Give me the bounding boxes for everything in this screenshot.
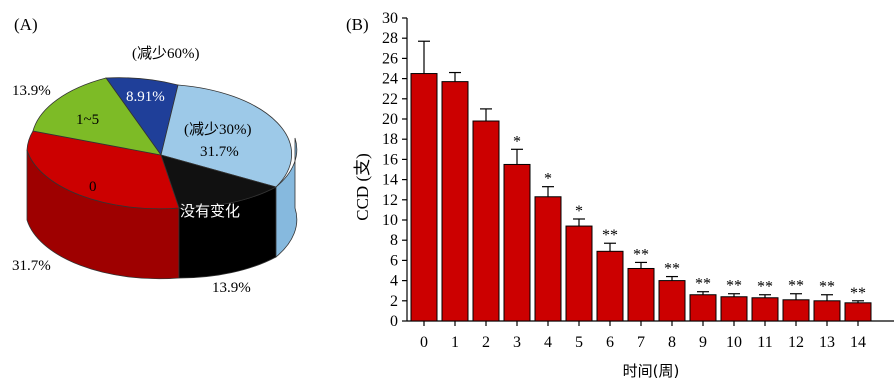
bar (596, 250, 624, 322)
pie-value-decrease-30: 31.7% (200, 144, 239, 160)
bar (720, 296, 748, 322)
bar (782, 299, 810, 322)
y-tick-label: 20 (382, 111, 398, 128)
panel-label-a: (A) (14, 15, 38, 34)
y-tick-label: 30 (382, 10, 398, 27)
y-tick-label: 18 (382, 131, 398, 148)
significance-marker: * (513, 133, 521, 150)
pie-label-zero: 0 (89, 179, 97, 195)
significance-marker: ** (633, 246, 649, 263)
x-tick-label: 13 (819, 334, 835, 351)
y-tick-label: 16 (382, 151, 398, 168)
bar (472, 120, 500, 322)
pie-slice-decrease-30 (160, 84, 293, 188)
y-tick-label: 14 (382, 172, 398, 189)
significance-marker: * (544, 171, 552, 188)
x-tick-label: 2 (482, 334, 490, 351)
x-axis-label: 时间(周) (623, 362, 680, 380)
significance-marker: ** (664, 261, 680, 278)
bar (534, 196, 562, 322)
x-tick-label: 14 (850, 334, 866, 351)
x-tick-label: 10 (726, 334, 742, 351)
bar (565, 225, 593, 322)
y-tick-label: 0 (390, 313, 398, 330)
bar (627, 267, 655, 322)
pie-value-decrease-60: 8.91% (126, 89, 165, 105)
pie-label-one-to-five: 1~5 (76, 112, 99, 128)
pie-side-wall-lightblue (275, 137, 298, 258)
y-tick-label: 8 (390, 232, 398, 249)
pie-label-no-change: 没有变化 (180, 202, 240, 220)
x-tick-label: 6 (606, 334, 614, 351)
x-tick-label: 4 (544, 334, 552, 351)
pie-value-zero: 31.7% (12, 258, 51, 274)
x-tick-label: 12 (788, 334, 804, 351)
bar (689, 294, 717, 322)
x-tick-label: 9 (699, 334, 707, 351)
bars: *********** ** ** ** ** ** (410, 40, 872, 322)
pie-chart-panel: (A) (减少60%) 8.91% (减少30%) 31.7% 没有变化 13.… (12, 15, 298, 296)
bar (658, 280, 686, 322)
pie-label-decrease-60: (减少60%) (132, 45, 200, 62)
significance-marker: ** (788, 278, 804, 295)
y-tick-label: 26 (382, 50, 398, 67)
pie-label-decrease-30: (减少30%) (184, 121, 252, 138)
y-tick-label: 10 (382, 212, 398, 229)
pie-value-one-to-five: 13.9% (12, 83, 51, 99)
bar (503, 163, 531, 322)
bar (441, 81, 469, 322)
x-tick-label: 5 (575, 334, 583, 351)
bar (813, 300, 841, 322)
x-tick-label: 8 (668, 334, 676, 351)
significance-marker: * (575, 203, 583, 220)
y-tick-label: 6 (390, 252, 398, 269)
x-tick-label: 7 (637, 334, 645, 351)
x-tick-label: 0 (420, 334, 428, 351)
pie-slice-zero (26, 130, 180, 210)
pie-slice-one-to-five (32, 77, 162, 156)
x-tick-label: 11 (757, 334, 772, 351)
bar-chart-panel: (B) CCD (支) 时间(周) 0246810121416182022242… (346, 10, 894, 380)
panel-label-b: (B) (346, 15, 369, 34)
bar (844, 302, 872, 322)
significance-marker: ** (850, 285, 866, 302)
bar (751, 297, 779, 322)
y-tick-label: 22 (382, 91, 398, 108)
pie-value-no-change: 13.9% (212, 280, 251, 296)
significance-marker: ** (695, 276, 711, 293)
significance-marker: ** (757, 279, 773, 296)
x-axis-ticks: 0 1 2 3 4 5 6 7 8 9 10 11 12 13 14 (420, 321, 866, 351)
y-axis-label: CCD (支) (353, 153, 372, 221)
significance-marker: ** (726, 278, 742, 295)
significance-marker: ** (602, 227, 618, 244)
y-tick-label: 28 (382, 30, 398, 47)
y-tick-label: 4 (390, 273, 398, 290)
x-tick-label: 1 (451, 334, 459, 351)
pie-slice-no-change (160, 154, 278, 209)
y-tick-label: 12 (382, 192, 398, 209)
bar (410, 73, 438, 322)
y-tick-label: 24 (382, 71, 398, 88)
x-tick-label: 3 (513, 334, 521, 351)
significance-marker: ** (819, 279, 835, 296)
y-tick-label: 2 (390, 293, 398, 310)
